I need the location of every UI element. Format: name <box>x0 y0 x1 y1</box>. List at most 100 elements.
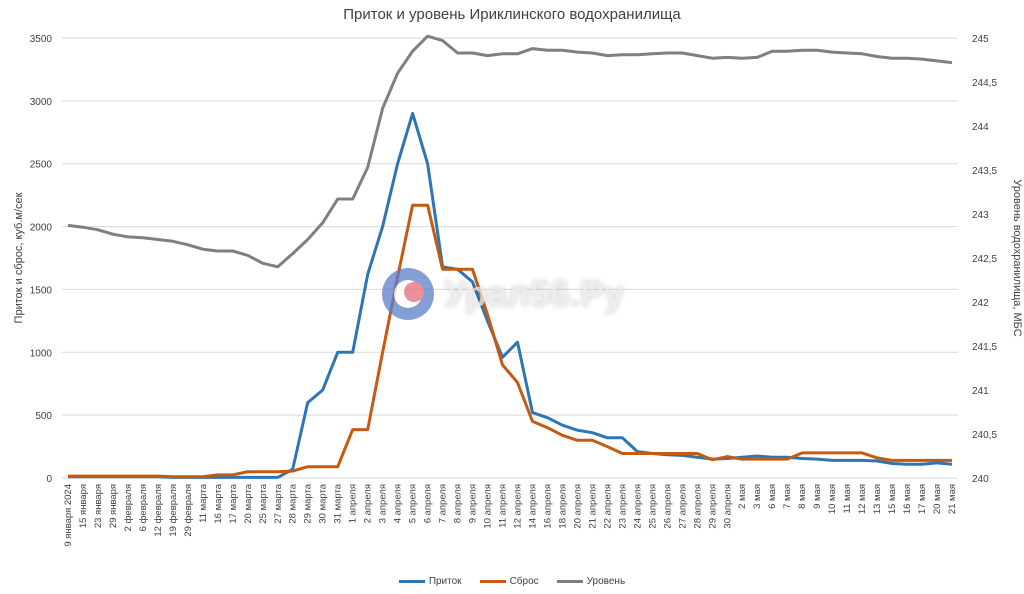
x-tick-label: 28 апреля <box>692 484 703 529</box>
x-tick-label: 15 мая <box>887 484 898 514</box>
x-tick-label: 10 мая <box>827 484 838 514</box>
legend-label: Сброс <box>509 576 539 587</box>
x-tick-label: 12 апреля <box>512 484 523 529</box>
x-tick-label: 4 апреля <box>393 484 404 523</box>
right-tick-label: 243 <box>972 210 989 221</box>
x-tick-label: 2 апреля <box>363 484 374 523</box>
x-tick-label: 20 мая <box>932 484 943 514</box>
x-axis-ticks: 9 января 2024 15 января 23 января 29 января… <box>63 483 958 546</box>
x-tick-label: 8 мая <box>797 484 808 509</box>
x-tick-label: 16 мая <box>902 484 913 514</box>
x-tick-label: 29 января <box>108 484 119 528</box>
right-tick-label: 244 <box>972 122 989 133</box>
left-tick-label: 2500 <box>30 160 53 171</box>
x-tick-label: 3 апреля <box>378 484 389 523</box>
x-tick-label: 6 мая <box>767 484 778 509</box>
x-tick-label: 11 апреля <box>498 484 509 528</box>
x-tick-label: 21 мая <box>947 484 958 514</box>
x-tick-label: 6 апреля <box>423 484 434 523</box>
x-tick-label: 11 мая <box>842 484 853 513</box>
x-tick-label: 6 февраля <box>138 484 149 531</box>
x-tick-label: 1 апреля <box>348 484 359 523</box>
right-axis-label: Уровень водохранилища, МБС <box>1011 179 1023 336</box>
x-tick-label: 8 апреля <box>453 484 464 523</box>
left-tick-label: 3500 <box>30 34 53 45</box>
series-line <box>68 203 952 479</box>
x-tick-label: 20 марта <box>243 483 254 523</box>
x-tick-label: 15 января <box>78 484 89 528</box>
right-axis-ticks: 240 240,5 241 241,5 242 242,5 243 243,5 244 244,5… <box>972 34 997 485</box>
x-tick-label: 26 апреля <box>662 484 673 529</box>
legend-swatch-inflow <box>398 580 425 583</box>
legend-item-level: Уровень <box>556 576 626 587</box>
x-tick-label: 14 апреля <box>527 484 538 529</box>
x-tick-label: 12 февраля <box>153 484 164 537</box>
series-lines <box>67 34 953 479</box>
left-tick-label: 3000 <box>30 97 53 108</box>
legend-label: Приток <box>428 576 462 587</box>
x-tick-label: 2 мая <box>737 484 748 509</box>
chart-title: Приток и уровень Ириклинского водохранил… <box>343 6 681 23</box>
legend-item-discharge: Сброс <box>479 576 539 587</box>
x-tick-label: 24 апреля <box>632 484 643 529</box>
right-tick-label: 245 <box>972 34 989 45</box>
legend-label: Уровень <box>586 576 626 587</box>
series-line <box>68 111 953 479</box>
x-tick-label: 17 мая <box>917 484 928 514</box>
x-tick-label: 18 апреля <box>557 484 568 529</box>
watermark-text: Урал56.Ру <box>444 273 624 314</box>
x-tick-label: 19 февраля <box>168 484 179 537</box>
x-tick-label: 16 апреля <box>542 484 553 529</box>
right-tick-label: 241,5 <box>972 342 997 353</box>
x-tick-label: 25 апреля <box>647 484 658 529</box>
x-tick-label: 27 марта <box>273 483 284 523</box>
x-tick-label: 9 апреля <box>468 484 479 523</box>
x-tick-label: 9 мая <box>812 484 823 509</box>
x-tick-label: 12 мая <box>857 484 868 514</box>
right-tick-label: 240 <box>972 474 989 485</box>
x-tick-label: 7 мая <box>782 484 793 509</box>
legend-swatch-discharge <box>479 580 506 583</box>
x-tick-label: 29 апреля <box>707 484 718 529</box>
x-tick-label: 16 марта <box>213 483 224 523</box>
x-tick-label: 2 февраля <box>123 484 134 531</box>
left-tick-label: 0 <box>46 474 52 485</box>
left-tick-label: 500 <box>35 411 52 422</box>
right-tick-label: 240,5 <box>972 430 997 441</box>
x-tick-label: 29 марта <box>303 483 314 523</box>
x-tick-label: 5 апреля <box>408 484 419 523</box>
left-tick-label: 1500 <box>30 285 53 296</box>
x-tick-label: 23 января <box>93 484 104 528</box>
x-tick-label: 29 февраля <box>183 484 194 537</box>
x-tick-label: 17 марта <box>228 483 239 523</box>
x-tick-label: 13 мая <box>872 484 883 514</box>
x-tick-label: 31 марта <box>333 483 344 523</box>
right-tick-label: 243,5 <box>972 166 997 177</box>
legend-swatch-level <box>556 580 583 583</box>
x-tick-label: 10 апреля <box>483 484 494 529</box>
right-tick-label: 241 <box>972 386 989 397</box>
x-tick-label: 23 апреля <box>617 484 628 529</box>
x-tick-label: 21 апреля <box>587 484 598 529</box>
right-tick-label: 242,5 <box>972 254 997 265</box>
x-tick-label: 22 апреля <box>602 484 613 529</box>
gridlines <box>62 37 958 479</box>
x-tick-label: 11 марта <box>198 483 209 523</box>
watermark: Урал56.Ру <box>382 268 624 320</box>
x-tick-label: 9 января 2024 <box>63 484 74 547</box>
x-tick-label: 20 апреля <box>572 484 583 529</box>
right-tick-label: 242 <box>972 298 989 309</box>
x-tick-label: 25 марта <box>258 483 269 523</box>
legend: Приток Сброс Уровень <box>0 576 1024 587</box>
left-tick-label: 1000 <box>30 348 53 359</box>
x-tick-label: 30 марта <box>318 483 329 523</box>
x-tick-label: 7 апреля <box>438 484 449 523</box>
watermark-logo-icon <box>382 268 434 320</box>
right-tick-label: 244,5 <box>972 78 997 89</box>
x-tick-label: 30 апреля <box>722 484 733 529</box>
series-line <box>67 34 953 269</box>
x-tick-label: 28 марта <box>288 483 299 523</box>
left-axis-ticks: 0 500 1000 1500 2000 2500 3000 3500 <box>30 34 53 485</box>
x-tick-label: 27 апреля <box>677 484 688 529</box>
